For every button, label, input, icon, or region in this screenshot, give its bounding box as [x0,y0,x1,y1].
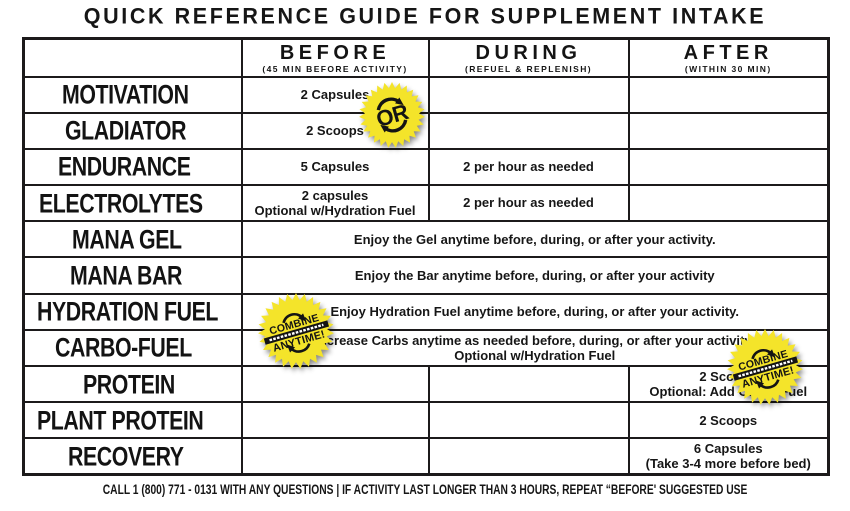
header-cell-blank [22,37,243,78]
dosage-cell [427,364,630,404]
footer-note: CALL 1 (800) 771 - 0131 WITH ANY QUESTIO… [0,481,850,499]
row-label: RECOVERY [22,437,243,476]
dosage-cell: 5 Capsules [240,147,430,187]
column-subtitle: (45 MIN BEFORE ACTIVITY) [262,64,408,75]
row-label: PROTEIN [22,364,243,404]
row-label: ELECTROLYTES [22,184,243,223]
table-row: PLANT PROTEIN 2 Scoops [22,401,830,440]
column-subtitle: (WITHIN 30 MIN) [684,64,772,75]
header-row: BEFORE (45 MIN BEFORE ACTIVITY) DURING (… [22,37,830,78]
column-label: DURING [475,42,582,65]
dosage-cell: 2 per hour as needed [427,147,630,187]
dosage-cell [240,437,430,476]
row-label: ENDURANCE [22,147,243,187]
table-header: BEFORE (45 MIN BEFORE ACTIVITY) DURING (… [22,37,830,78]
dosage-cell: 6 Capsules (Take 3-4 more before bed) [627,437,830,476]
row-label: CARBO-FUEL [22,328,243,368]
table-row: GLADIATOR 2 Scoops [22,111,830,150]
dosage-cell [427,75,630,114]
dosage-cell [627,184,830,223]
table-body: MOTIVATION 2 Capsules GLADIATOR 2 Scoops END… [22,75,830,476]
table-row: PROTEIN 2 Scoops Optional: Add Carbo-Fuel [22,364,830,404]
table-row: RECOVERY 6 Capsules (Take 3-4 more before … [22,437,830,476]
row-label: PLANT PROTEIN [22,401,243,440]
dosage-cell: Increase Carbs anytime as needed before,… [240,328,830,368]
dosage-cell: 2 per hour as needed [427,184,630,223]
table-row: CARBO-FUEL Increase Carbs anytime as need… [22,328,830,368]
header-cell-before: BEFORE (45 MIN BEFORE ACTIVITY) [240,37,430,78]
dosage-cell [240,401,430,440]
dosage-cell: Enjoy Hydration Fuel anytime before, dur… [240,292,830,331]
dosage-cell: Enjoy the Bar anytime before, during, or… [240,256,830,295]
dosage-cell [427,111,630,150]
table-row: MANA GEL Enjoy the Gel anytime before, du… [22,220,830,259]
schedule-table: BEFORE (45 MIN BEFORE ACTIVITY) DURING (… [22,37,830,477]
dosage-cell [240,364,430,404]
header-cell-after: AFTER (WITHIN 30 MIN) [627,37,830,78]
column-subtitle: (REFUEL & REPLENISH) [464,64,593,75]
row-label: MANA GEL [22,220,243,259]
dosage-cell [627,111,830,150]
column-label: BEFORE [279,42,391,65]
page-title: QUICK REFERENCE GUIDE FOR SUPPLEMENT INT… [83,3,767,29]
dosage-cell: 2 Scoops [627,401,830,440]
row-label: HYDRATION FUEL [22,292,243,331]
dosage-cell: 2 Scoops Optional: Add Carbo-Fuel [627,364,830,404]
row-label: MOTIVATION [22,75,243,114]
dosage-cell: 2 Scoops [240,111,430,150]
schedule-table-wrap: BEFORE (45 MIN BEFORE ACTIVITY) DURING (… [22,37,830,477]
dosage-cell: 2 Capsules [240,75,430,114]
dosage-cell [627,75,830,114]
table-row: ELECTROLYTES 2 capsules Optional w/Hydrati… [22,184,830,223]
table-row: MOTIVATION 2 Capsules [22,75,830,114]
dosage-cell: Enjoy the Gel anytime before, during, or… [240,220,830,259]
row-label: GLADIATOR [22,111,243,150]
column-label: AFTER [683,42,773,65]
table-row: HYDRATION FUEL Enjoy Hydration Fuel anyti… [22,292,830,331]
dosage-cell [427,437,630,476]
footer-text: CALL 1 (800) 771 - 0131 WITH ANY QUESTIO… [102,482,748,497]
dosage-cell [427,401,630,440]
header-cell-during: DURING (REFUEL & REPLENISH) [427,37,630,78]
table-row: ENDURANCE 5 Capsules 2 per hour as needed [22,147,830,187]
row-label: MANA BAR [22,256,243,295]
dosage-cell [627,147,830,187]
dosage-cell: 2 capsules Optional w/Hydration Fuel [240,184,430,223]
table-row: MANA BAR Enjoy the Bar anytime before, du… [22,256,830,295]
